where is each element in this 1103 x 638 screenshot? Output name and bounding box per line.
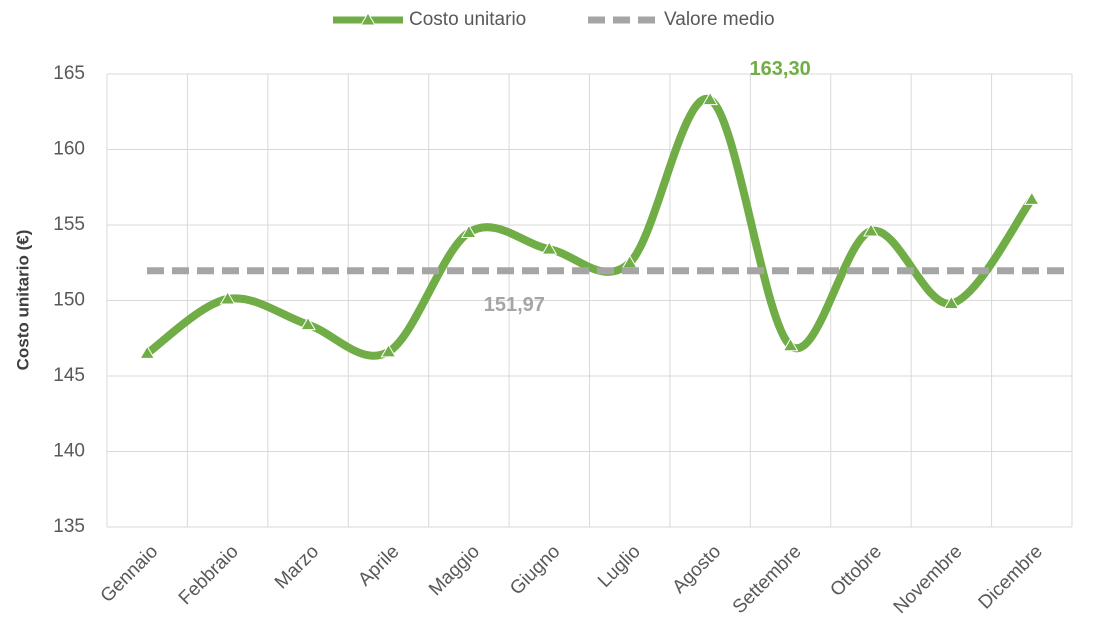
y-tick-label: 135 <box>53 516 85 537</box>
marker <box>461 224 477 239</box>
marker <box>1023 191 1040 205</box>
x-tick-label: Novembre <box>890 541 967 618</box>
marker <box>139 345 156 359</box>
y-tick-label: 165 <box>53 63 85 84</box>
y-tick-label: 145 <box>53 365 85 386</box>
x-tick-label: Ottobre <box>826 541 886 601</box>
x-tick-label: Gennaio <box>97 541 163 607</box>
y-tick-label: 155 <box>53 214 85 235</box>
x-tick-label: Febbraio <box>175 541 243 609</box>
marker <box>943 295 960 310</box>
data-label: 163,30 <box>750 58 811 80</box>
x-tick-label: Giugno <box>506 541 564 599</box>
data-label: 151,97 <box>484 294 545 316</box>
legend-label: Costo unitario <box>409 9 526 30</box>
marker <box>863 223 879 237</box>
y-axis-label: Costo unitario (€) <box>13 230 32 371</box>
legend-marker <box>360 12 376 26</box>
x-tick-label: Settembre <box>729 541 806 618</box>
y-tick-label: 150 <box>53 290 85 311</box>
legend-label: Valore medio <box>664 9 775 30</box>
marker <box>300 316 316 331</box>
x-tick-label: Maggio <box>425 541 484 600</box>
marker <box>541 241 558 255</box>
x-tick-label: Luglio <box>594 541 645 592</box>
marker <box>380 343 397 358</box>
x-tick-label: Aprile <box>354 541 403 590</box>
x-tick-label: Agosto <box>669 541 726 598</box>
marker <box>782 337 799 352</box>
marker <box>219 290 236 305</box>
y-tick-label: 160 <box>53 139 85 160</box>
y-tick-label: 140 <box>53 441 85 462</box>
x-tick-label: Dicembre <box>975 541 1047 613</box>
x-tick-label: Marzo <box>271 541 323 593</box>
marker <box>702 91 718 106</box>
